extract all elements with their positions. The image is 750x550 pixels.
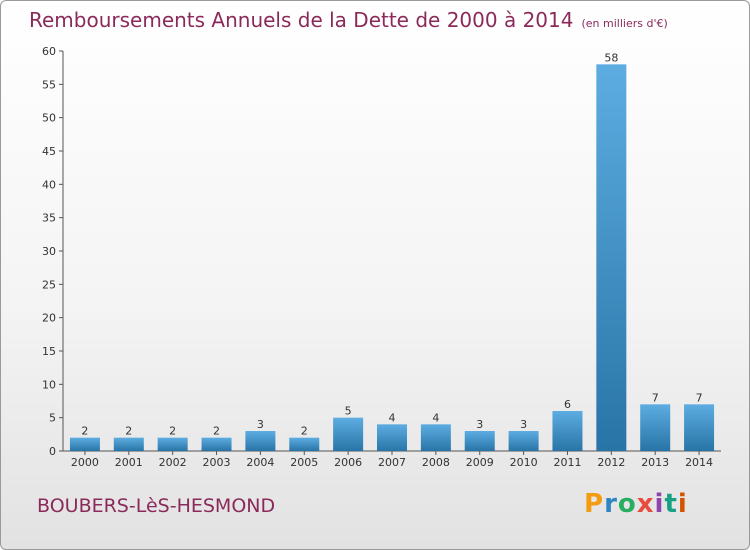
bar-2001	[113, 437, 144, 451]
bar-2003	[201, 437, 232, 451]
x-tick-label-2010: 2010	[510, 456, 538, 469]
x-tick-label-2002: 2002	[159, 456, 187, 469]
y-tick-label: 5	[49, 412, 56, 425]
data-label-2006: 5	[345, 405, 352, 418]
data-label-2005: 2	[301, 425, 308, 438]
brand-letter: P	[584, 489, 605, 519]
chart-subtitle: (en milliers d'€)	[581, 17, 668, 30]
data-label-2010: 3	[520, 418, 527, 431]
y-tick-label: 45	[42, 145, 56, 158]
bar-2007	[377, 424, 407, 451]
x-tick-label-2001: 2001	[115, 456, 143, 469]
x-tick-label-2003: 2003	[203, 456, 231, 469]
y-tick-label: 50	[42, 112, 56, 125]
bar-2008	[420, 424, 451, 451]
data-label-2013: 7	[652, 391, 659, 404]
y-tick-label: 60	[42, 45, 56, 58]
x-tick-label-2008: 2008	[422, 456, 450, 469]
x-tick-label-2004: 2004	[246, 456, 274, 469]
y-tick-label: 35	[42, 212, 56, 225]
y-tick-label: 10	[42, 378, 56, 391]
data-label-2012: 58	[604, 51, 618, 64]
bar-2012	[596, 64, 627, 452]
data-label-2014: 7	[696, 391, 703, 404]
data-label-2003: 2	[213, 425, 220, 438]
x-tick-label-2007: 2007	[378, 456, 406, 469]
bar-2000	[69, 437, 100, 451]
x-tick-label-2012: 2012	[597, 456, 625, 469]
x-tick-label-2006: 2006	[334, 456, 362, 469]
bar-2002	[157, 437, 188, 451]
y-tick-label: 0	[49, 445, 56, 458]
brand-letter: x	[636, 489, 655, 519]
bar-2013	[640, 404, 671, 451]
x-tick-label-2013: 2013	[641, 456, 669, 469]
x-tick-label-2014: 2014	[685, 456, 713, 469]
data-label-2004: 3	[257, 418, 264, 431]
brand-letter: t	[664, 489, 678, 519]
x-tick-label-2005: 2005	[290, 456, 318, 469]
chart-bars	[69, 64, 715, 452]
chart-title: Remboursements Annuels de la Dette de 20…	[29, 8, 668, 32]
y-tick-label: 55	[42, 78, 56, 91]
y-tick-label: 30	[42, 245, 56, 258]
bar-2014	[684, 404, 715, 451]
proxiti-logo: Proxiti	[584, 489, 688, 519]
data-label-2001: 2	[125, 425, 132, 438]
bar-2010	[508, 431, 539, 451]
brand-letter: o	[617, 489, 637, 519]
bar-2004	[245, 431, 276, 451]
y-tick-label: 25	[42, 278, 56, 291]
brand-letter: i	[677, 489, 688, 519]
y-tick-label: 20	[42, 312, 56, 325]
bar-2011	[552, 411, 583, 451]
chart-data-labels: 2 2 2 2 3 2 5 4 4 3 3 6 58 7 7	[81, 51, 702, 437]
y-tick-label: 40	[42, 178, 56, 191]
data-label-2011: 6	[564, 398, 571, 411]
x-tick-label-2009: 2009	[466, 456, 494, 469]
x-tick-label-2000: 2000	[71, 456, 99, 469]
data-label-2002: 2	[169, 425, 176, 438]
y-tick-label: 15	[42, 345, 56, 358]
bar-2006	[333, 417, 364, 451]
bar-2005	[289, 437, 320, 451]
brand-letter: r	[604, 489, 618, 519]
data-label-2009: 3	[476, 418, 483, 431]
commune-name: BOUBERS-LèS-HESMOND	[37, 495, 276, 517]
x-tick-label-2011: 2011	[553, 456, 581, 469]
brand-letter: i	[654, 489, 665, 519]
bar-2009	[464, 431, 495, 451]
data-label-2000: 2	[81, 425, 88, 438]
chart-title-text: Remboursements Annuels de la Dette de 20…	[29, 8, 574, 32]
data-label-2008: 4	[432, 411, 439, 424]
data-label-2007: 4	[389, 411, 396, 424]
